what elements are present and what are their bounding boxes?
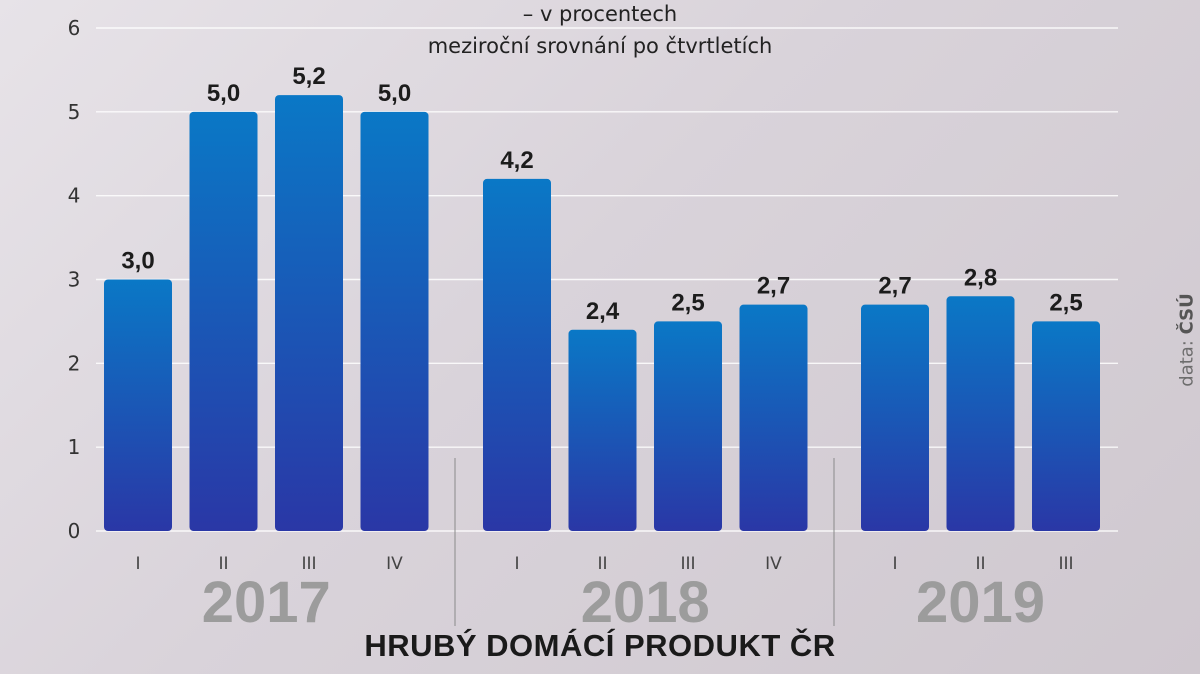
quarter-label-2019-II: II [975,554,985,574]
data-label-2018-IV: 2,7 [757,273,790,300]
data-label-2017-II: 5,0 [207,80,240,107]
y-tick-label-2: 2 [68,351,81,375]
bar-2018-III [654,321,722,531]
quarter-label-2017-II: II [218,554,228,574]
quarter-label-2017-IV: IV [386,554,403,574]
data-label-2019-III: 2,5 [1049,289,1082,316]
data-label-2017-I: 3,0 [121,248,154,275]
quarter-label-2017-III: III [301,554,316,574]
bar-2017-III [275,95,343,532]
data-label-2017-III: 5,2 [292,63,325,90]
data-label-2018-I: 4,2 [500,147,533,174]
y-tick-label-1: 1 [68,435,81,459]
year-label-2017: 2017 [202,570,331,635]
bars [104,95,1100,532]
y-tick-label-6: 6 [68,16,81,40]
bar-2018-II [568,329,637,531]
source-label: data: [1176,340,1198,387]
data-label-2019-II: 2,8 [964,264,997,291]
bar-2018-IV [739,304,808,531]
bar-2019-I [861,304,929,531]
bar-2019-III [1032,321,1100,531]
quarter-label-2017-I: I [135,554,140,574]
year-label-2019: 2019 [916,570,1045,635]
bar-2017-IV [360,111,429,531]
quarter-label-2019-I: I [892,554,897,574]
source-note: data: ČSÚ [1177,293,1198,386]
quarter-label-2019-III: III [1058,554,1073,574]
data-label-2018-II: 2,4 [586,298,620,325]
data-labels: 3,0 5,0 5,2 5,0 4,2 2,4 2,5 2,7 2,7 2,8 2,5 [121,63,1082,325]
bar-2017-I [104,279,172,531]
year-label-2018: 2018 [581,570,710,635]
bar-2018-I [483,178,551,531]
quarter-label-2018-I: I [514,554,519,574]
y-tick-label-5: 5 [68,100,81,124]
subtitle-line-2: meziroční srovnání po čtvrtletích [427,34,773,58]
y-tick-label-4: 4 [68,184,81,208]
subtitle-line-1: – v procentech [522,2,678,26]
quarter-label-2018-II: II [597,554,607,574]
bar-2017-II [189,111,258,531]
quarter-label-2018-IV: IV [765,554,782,574]
source-name: ČSÚ [1176,293,1198,335]
y-tick-label-3: 3 [68,268,81,292]
bar-2019-II [946,296,1015,531]
data-label-2018-III: 2,5 [671,289,704,316]
y-tick-label-0: 0 [68,519,81,543]
chart-title: HRUBÝ DOMÁCÍ PRODUKT ČR [364,628,836,663]
data-label-2019-I: 2,7 [878,273,911,300]
quarter-label-2018-III: III [680,554,695,574]
y-axis-ticks: 0 1 2 3 4 5 6 [68,16,81,543]
data-label-2017-IV: 5,0 [378,80,411,107]
